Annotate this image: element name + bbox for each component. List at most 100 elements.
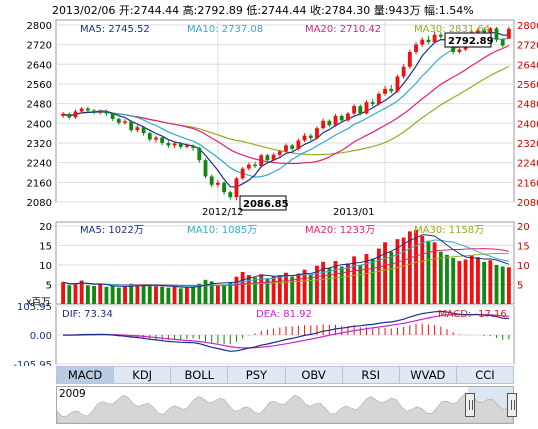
vol-ma10-line: [62, 239, 509, 287]
volume-bar: [147, 286, 152, 304]
tab-psy[interactable]: PSY: [228, 367, 286, 383]
price-tick-left: 2480: [27, 100, 52, 111]
price-tick-left: 2240: [27, 159, 52, 170]
candle-body: [500, 39, 505, 46]
volume-bar: [488, 260, 493, 304]
volume-bar: [92, 286, 96, 304]
ma10-line: [62, 37, 510, 178]
candle-body: [488, 28, 493, 33]
candle-body: [172, 143, 177, 146]
candle-body: [308, 135, 313, 139]
candle-body: [457, 49, 462, 52]
candle-body: [401, 66, 406, 77]
volume-bar: [228, 282, 233, 304]
candle-body: [61, 113, 66, 116]
candle-body: [203, 160, 208, 177]
candle-body: [73, 111, 78, 118]
candle-body: [85, 108, 90, 111]
volume-ma-lines: [62, 234, 510, 288]
volume-bar: [215, 285, 220, 304]
volume-bar: [339, 266, 344, 304]
price-tick-right: 2160: [517, 178, 538, 189]
price-tick-left: 2720: [27, 41, 52, 52]
tab-boll[interactable]: BOLL: [171, 367, 229, 383]
volume-bar: [166, 287, 171, 304]
candle-body: [104, 111, 109, 114]
volume-bar: [85, 285, 90, 304]
candle-body: [370, 102, 375, 105]
volume-bar: [302, 269, 307, 304]
volume-bar: [432, 242, 437, 304]
candle-body: [123, 121, 127, 123]
candle-body: [284, 145, 288, 152]
volume-bar: [197, 283, 202, 304]
candle-body: [228, 192, 233, 198]
candle-body: [420, 39, 425, 45]
candle-body: [259, 155, 264, 167]
range-handle-left[interactable]: [465, 393, 475, 417]
volume-bar: [135, 285, 140, 304]
candle-body: [178, 143, 183, 147]
volume-bar: [172, 286, 177, 304]
volume-bar: [345, 263, 350, 304]
volume-bar: [352, 256, 357, 304]
volume-bar: [370, 258, 375, 304]
low-value: 2744.44: [261, 4, 307, 17]
low-marker-box: [239, 195, 287, 211]
volume-bar: [185, 287, 189, 304]
date-label-dec: 2012/12: [202, 207, 244, 218]
volume-bar: [178, 288, 183, 304]
price-grid: [56, 20, 514, 203]
price-panel-frame: [55, 19, 515, 203]
candle-body: [185, 145, 189, 147]
tab-cci[interactable]: CCI: [475, 368, 495, 382]
tab-kdj[interactable]: KDJ: [114, 367, 172, 383]
volume-bar: [246, 275, 251, 304]
high-marker-text: 2792.89: [448, 36, 494, 47]
tab-wvad[interactable]: WVAD: [400, 367, 457, 383]
quote-summary: 2013/02/06 开:2744.44 高:2792.89 低:2744.44…: [52, 2, 474, 18]
vol-ma5-line: [62, 234, 510, 288]
volume-bar: [358, 264, 363, 304]
candle-body: [333, 115, 338, 126]
mini-overview-area: [57, 392, 513, 423]
price-tick-left: 2400: [27, 119, 52, 130]
tab-rsi[interactable]: RSI: [343, 367, 400, 383]
volume-bar: [327, 268, 332, 304]
candle-body: [383, 88, 387, 94]
range-navigator[interactable]: 2009: [56, 386, 517, 424]
volume-bar: [110, 286, 115, 304]
candle-body: [98, 111, 103, 113]
candle-body: [222, 182, 227, 193]
candle-body: [253, 164, 257, 167]
volume-bar: [376, 248, 381, 304]
candle-body: [277, 151, 282, 155]
volume-bar: [389, 251, 394, 304]
volume-bar: [154, 285, 158, 304]
tab-obv[interactable]: OBV: [286, 367, 343, 383]
tab-macd[interactable]: MACD: [57, 367, 115, 383]
volume-bar: [191, 286, 196, 304]
candle-body: [147, 133, 152, 140]
candle-body: [358, 106, 363, 114]
dea-line: [63, 313, 509, 349]
volume-bar: [451, 257, 456, 304]
high-marker-box: [444, 32, 492, 48]
range-handle-right[interactable]: [507, 393, 517, 417]
volume-bar: [445, 254, 449, 304]
volume-bar: [209, 281, 214, 304]
vol-ma10-label: MA10: 1085万: [187, 225, 257, 236]
candle-body: [110, 113, 115, 119]
candle-body: [265, 155, 270, 161]
volume-tick-right: 5: [517, 280, 523, 291]
candle-body: [92, 110, 96, 113]
volume-tick-right: 15: [517, 241, 530, 252]
price-tick-right: 2800: [517, 21, 538, 32]
volume-bar: [240, 271, 245, 304]
vol-ma20-label: MA20: 1233万: [305, 225, 375, 236]
price-tick-left: 2560: [27, 80, 52, 91]
volume-bar: [506, 267, 511, 304]
price-tick-left: 2160: [27, 178, 52, 189]
volume-bar: [383, 242, 387, 304]
candle-body: [209, 176, 214, 185]
